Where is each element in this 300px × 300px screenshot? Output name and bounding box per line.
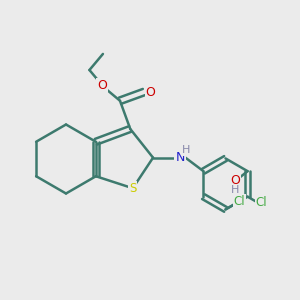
Text: Cl: Cl xyxy=(234,195,245,208)
Text: Cl: Cl xyxy=(256,196,267,209)
Text: N: N xyxy=(176,151,185,164)
Text: O: O xyxy=(230,174,240,187)
Text: H: H xyxy=(182,145,190,155)
Text: S: S xyxy=(129,182,136,195)
Text: O: O xyxy=(146,85,155,98)
Text: H: H xyxy=(230,185,239,195)
Text: O: O xyxy=(98,79,107,92)
